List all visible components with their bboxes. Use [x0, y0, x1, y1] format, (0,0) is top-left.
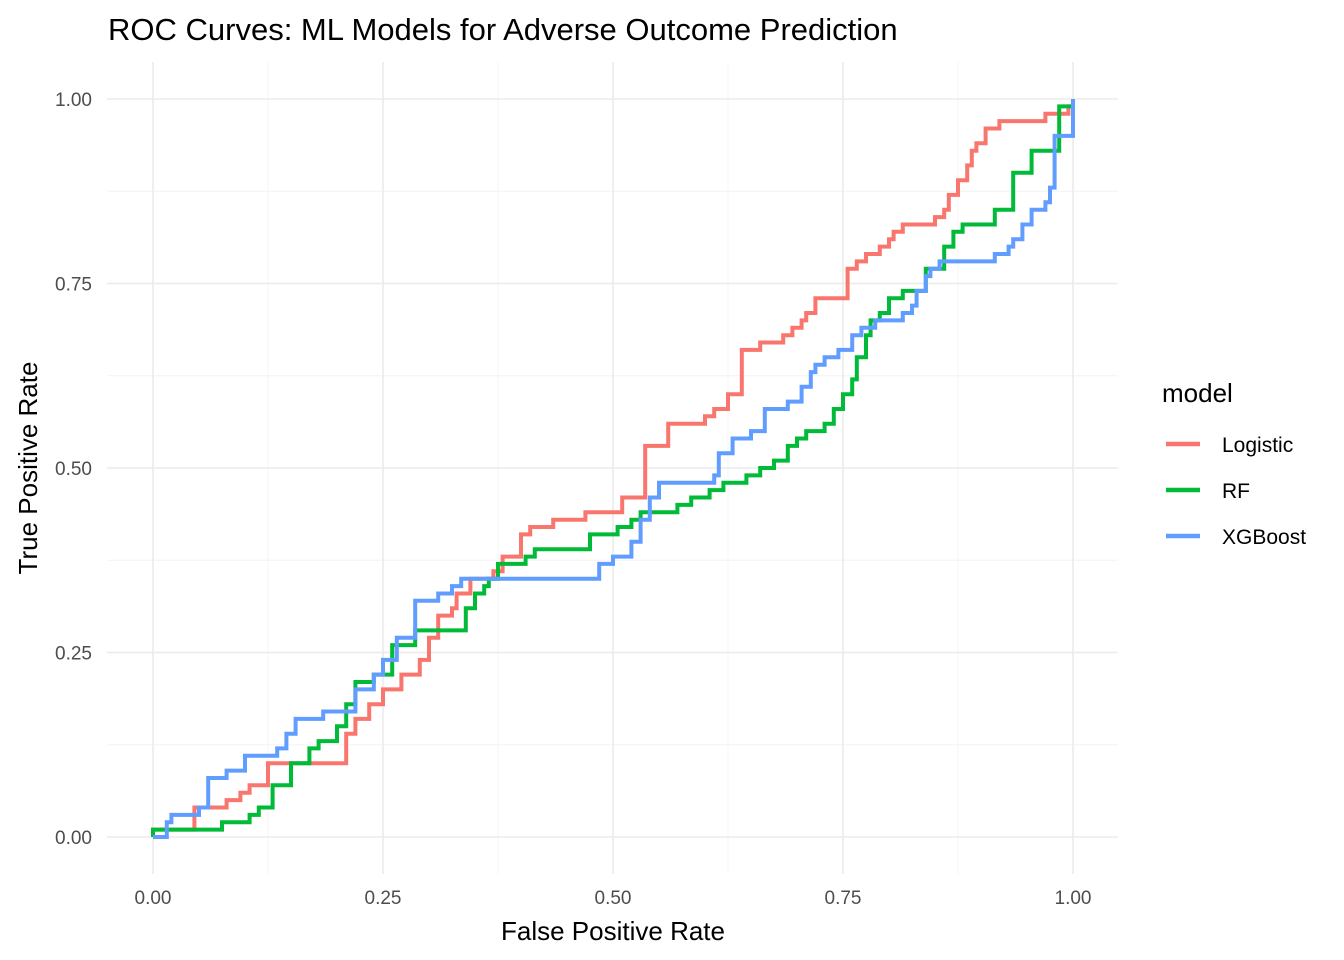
x-tick-label: 0.50 — [595, 888, 632, 909]
y-axis-title: True Positive Rate — [13, 362, 43, 575]
y-tick-label: 0.50 — [55, 459, 92, 480]
x-axis-title: False Positive Rate — [501, 916, 725, 946]
y-tick-label: 0.25 — [55, 644, 92, 665]
chart-title: ROC Curves: ML Models for Adverse Outcom… — [108, 12, 898, 47]
series-line-rf — [151, 99, 1075, 837]
x-tick-label: 0.75 — [825, 888, 862, 909]
legend-label: XGBoost — [1222, 526, 1306, 549]
legend-title: model — [1162, 378, 1233, 408]
y-tick-label: 0.75 — [55, 275, 92, 296]
y-tick-label: 1.00 — [55, 90, 92, 111]
y-tick-labels: 0.00 0.25 0.50 0.75 1.00 — [55, 90, 92, 849]
x-tick-label: 0.00 — [135, 888, 172, 909]
series-lines — [151, 99, 1075, 839]
x-tick-labels: 0.00 0.25 0.50 0.75 1.00 — [135, 888, 1092, 909]
legend-label: RF — [1222, 480, 1250, 503]
x-tick-label: 1.00 — [1055, 888, 1092, 909]
y-tick-label: 0.00 — [55, 828, 92, 849]
legend-label: Logistic — [1222, 434, 1293, 457]
series-line-xgboost — [153, 99, 1075, 839]
legend: model Logistic RF XGBoost — [1162, 378, 1306, 549]
series-line-logistic — [151, 99, 1075, 837]
x-tick-label: 0.25 — [365, 888, 402, 909]
grid — [107, 62, 1118, 874]
